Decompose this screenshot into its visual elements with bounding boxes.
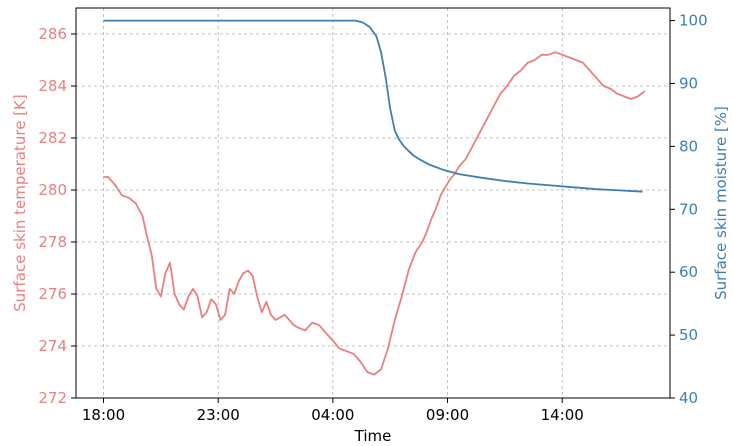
y-right-tick-label: 50	[679, 326, 698, 344]
y-left-axis-title: Surface skin temperature [K]	[11, 94, 29, 311]
y-right-tick-label: 70	[679, 200, 698, 218]
grid-lines	[76, 8, 670, 399]
x-axis-title: Time	[354, 427, 392, 445]
x-tick-label: 18:00	[82, 406, 125, 424]
y-left-tick-label: 276	[38, 285, 67, 303]
y-left-tick-label: 284	[38, 77, 67, 95]
x-tick-label: 14:00	[541, 406, 584, 424]
y-left-tick-label: 282	[38, 129, 67, 147]
y-right-tick-label: 90	[679, 74, 698, 92]
y-right-tick-label: 80	[679, 137, 698, 155]
series-line-temperature	[103, 51, 646, 376]
series-line-moisture	[103, 19, 643, 193]
y-left-tick-label: 286	[38, 25, 67, 43]
y-right-tick-label: 100	[679, 12, 708, 30]
y-left-tick-label: 278	[38, 233, 67, 251]
y-right-tick-label: 40	[679, 389, 698, 407]
plot-frame	[75, 7, 671, 399]
series-layer	[103, 19, 646, 376]
y-right-axis-title: Surface skin moisture [%]	[712, 106, 730, 300]
x-tick-label: 04:00	[311, 406, 354, 424]
y-left-tick-label: 272	[38, 389, 67, 407]
axes-frame	[71, 7, 675, 403]
x-tick-label: 23:00	[197, 406, 240, 424]
y-left-tick-label: 274	[38, 337, 67, 355]
y-left-tick-label: 280	[38, 181, 67, 199]
x-tick-label: 09:00	[426, 406, 469, 424]
tick-labels: 18:00 23:00 04:00 09:00 14:00 272 274 276 278 280…	[38, 12, 707, 424]
y-right-tick-label: 60	[679, 263, 698, 281]
